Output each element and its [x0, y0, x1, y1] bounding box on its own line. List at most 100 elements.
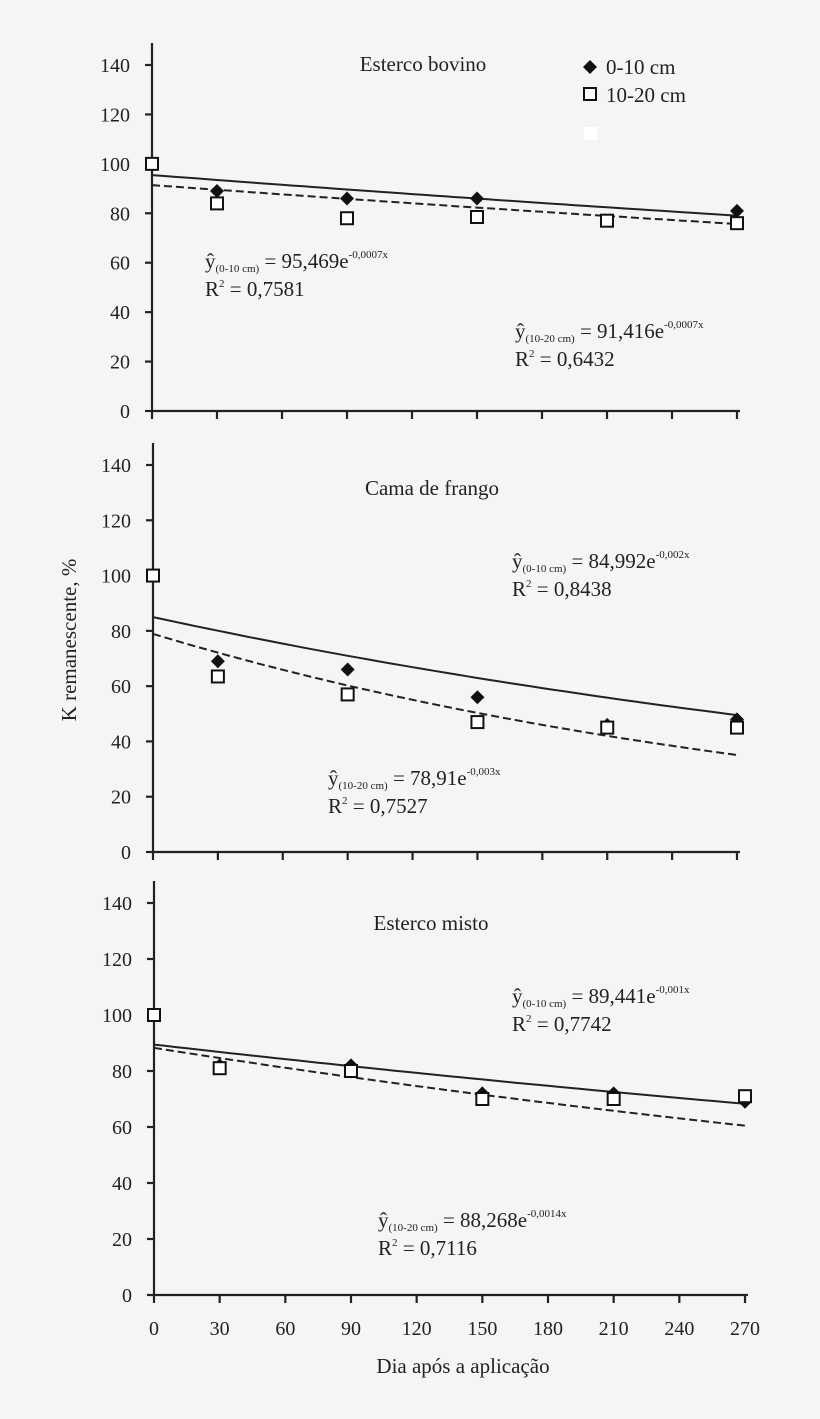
- data-point-10-20cm: [210, 669, 225, 684]
- data-point-0-10cm: [730, 203, 744, 218]
- y-tick-label: 120: [100, 104, 130, 126]
- r-squared-sup: 2: [219, 278, 225, 290]
- r-squared-value: = 0,8438: [532, 577, 612, 601]
- regression-equation: ŷ(10-20 cm) = 88,268e-0,0014x: [378, 1208, 567, 1234]
- r-squared: R2 = 0,7527: [328, 794, 428, 818]
- y-tick-label: 60: [110, 253, 130, 275]
- y-tick-label: 100: [101, 566, 131, 588]
- fit-curve-10-20cm: [151, 184, 738, 225]
- legend-blank-marker: [584, 127, 597, 140]
- y-tick-label: 80: [112, 1061, 132, 1083]
- x-tick-label: 180: [533, 1318, 563, 1340]
- y-tick-label: 140: [102, 893, 132, 915]
- data-point-10-20cm: [470, 209, 484, 224]
- equation-rhs: = 84,992e: [566, 549, 655, 573]
- data-point-10-20cm: [145, 156, 159, 171]
- data-point-10-20cm: [475, 1092, 490, 1106]
- y-tick-label: 60: [111, 676, 131, 698]
- fit-curve-10-20cm: [153, 1046, 746, 1127]
- equation-lhs: ŷ: [378, 1208, 389, 1232]
- data-point-10-20cm: [738, 1089, 752, 1104]
- data-point-0-10cm: [340, 191, 354, 206]
- y-axis-label: K remanescente, %: [57, 559, 81, 722]
- y-tick-label: 120: [102, 949, 132, 971]
- regression-equation: ŷ(10-20 cm) = 78,91e-0,003x: [328, 766, 501, 792]
- regression-equation: ŷ(0-10 cm) = 84,992e-0,002x: [512, 549, 690, 575]
- data-point-10-20cm: [600, 213, 614, 228]
- r-squared-label: R: [515, 347, 529, 371]
- y-tick-label: 140: [100, 55, 130, 77]
- legend-diamond-icon: [583, 60, 597, 74]
- data-point-10-20cm: [470, 715, 485, 730]
- data-point-10-20cm: [146, 568, 160, 583]
- data-point-10-20cm: [340, 687, 355, 702]
- data-point-10-20cm: [147, 1008, 161, 1022]
- data-point-10-20cm: [730, 216, 744, 231]
- equation-lhs: ŷ: [205, 249, 216, 273]
- y-tick-label: 40: [110, 302, 130, 324]
- equation-rhs: = 88,268e: [438, 1208, 527, 1232]
- equation-depth: (10-20 cm): [339, 780, 389, 792]
- legend-square-icon: [583, 87, 597, 101]
- x-tick-label: 120: [402, 1318, 432, 1340]
- data-point-0-10cm: [210, 654, 225, 669]
- data-point-10-20cm: [340, 211, 354, 226]
- r-squared-sup: 2: [342, 795, 348, 807]
- equation-lhs: ŷ: [512, 984, 523, 1008]
- regression-equation: ŷ(10-20 cm) = 91,416e-0,0007x: [515, 319, 704, 345]
- r-squared-value: = 0,6432: [535, 347, 615, 371]
- data-point-0-10cm: [340, 662, 355, 677]
- equation-lhs: ŷ: [328, 766, 339, 790]
- r-squared-label: R: [328, 794, 342, 818]
- data-point-0-10cm: [470, 191, 484, 206]
- fit-curve-0-10cm: [152, 616, 738, 717]
- panel-3: 0 20 40 60 80 100 120 140 0 30 60 90 120 150 180 210 240…: [102, 881, 760, 1378]
- equation-exponent: -0,0007x: [349, 249, 389, 261]
- r-squared-sup: 2: [526, 1013, 532, 1025]
- panel-title: Esterco misto: [374, 911, 489, 935]
- y-tick-label: 100: [100, 154, 130, 176]
- x-tick-label: 240: [664, 1318, 694, 1340]
- panel-title: Cama de frango: [365, 476, 499, 500]
- equation-depth: (10-20 cm): [389, 1222, 439, 1234]
- fit-curve-0-10cm: [151, 174, 738, 217]
- data-point-10-20cm: [606, 1092, 621, 1106]
- y-tick-label: 20: [110, 352, 130, 374]
- r-squared-label: R: [512, 1012, 526, 1036]
- y-tick-label: 80: [110, 203, 130, 225]
- r-squared-value: = 0,7581: [225, 277, 305, 301]
- equation-rhs: = 89,441e: [566, 984, 655, 1008]
- data-point-10-20cm: [210, 196, 224, 211]
- equation-depth: (0-10 cm): [523, 998, 567, 1010]
- data-point-10-20cm: [730, 720, 744, 735]
- equation-rhs: = 95,469e: [259, 249, 348, 273]
- r-squared: R2 = 0,8438: [512, 577, 612, 601]
- x-axis-label: Dia após a aplicação: [376, 1354, 549, 1378]
- x-tick-label: 90: [341, 1318, 361, 1340]
- regression-equation: ŷ(0-10 cm) = 95,469e-0,0007x: [205, 249, 389, 275]
- equation-depth: (10-20 cm): [526, 333, 576, 345]
- r-squared-sup: 2: [529, 348, 535, 360]
- y-tick-label: 80: [111, 621, 131, 643]
- y-tick-label: 20: [112, 1229, 132, 1251]
- data-point-0-10cm: [210, 184, 224, 199]
- y-tick-label: 0: [121, 842, 131, 864]
- r-squared-label: R: [378, 1236, 392, 1260]
- y-tick-label: 20: [111, 787, 131, 809]
- r-squared-value: = 0,7742: [532, 1012, 612, 1036]
- equation-exponent: -0,003x: [467, 766, 501, 778]
- y-tick-label: 60: [112, 1117, 132, 1139]
- r-squared: R2 = 0,7581: [205, 277, 305, 301]
- r-squared-sup: 2: [392, 1237, 398, 1249]
- y-tick-label: 140: [101, 455, 131, 477]
- r-squared: R2 = 0,7116: [378, 1236, 477, 1260]
- r-squared-value: = 0,7527: [348, 794, 428, 818]
- equation-exponent: -0,001x: [656, 984, 690, 996]
- y-tick-label: 40: [111, 731, 131, 753]
- y-tick-label: 0: [120, 401, 130, 423]
- equation-rhs: = 78,91e: [388, 766, 467, 790]
- r-squared: R2 = 0,6432: [515, 347, 615, 371]
- y-tick-label: 120: [101, 510, 131, 532]
